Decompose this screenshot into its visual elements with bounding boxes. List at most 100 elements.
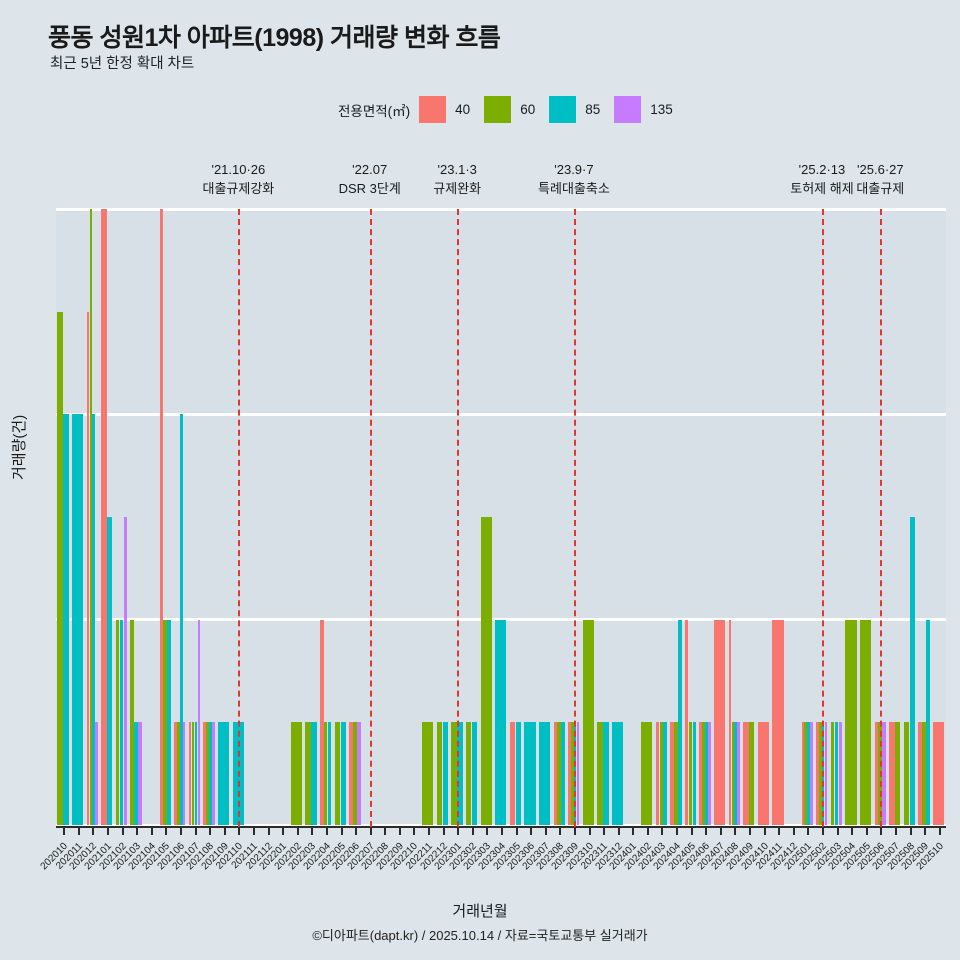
bar[interactable]	[834, 722, 839, 825]
bar[interactable]	[209, 722, 212, 825]
bar[interactable]	[728, 619, 732, 825]
bar[interactable]	[197, 619, 201, 825]
bar[interactable]	[538, 722, 551, 825]
bar[interactable]	[571, 722, 574, 825]
bar[interactable]	[708, 722, 711, 825]
bar[interactable]	[311, 722, 317, 825]
bar[interactable]	[702, 722, 705, 825]
bar[interactable]	[659, 722, 664, 825]
bar[interactable]	[107, 517, 113, 825]
bar[interactable]	[509, 722, 516, 825]
bar[interactable]	[663, 722, 667, 825]
legend-item-40[interactable]: 40	[419, 96, 470, 123]
bar[interactable]	[340, 722, 346, 825]
bar[interactable]	[180, 414, 183, 825]
bar[interactable]	[749, 722, 755, 825]
bar[interactable]	[743, 722, 749, 825]
bar[interactable]	[167, 619, 171, 825]
bar[interactable]	[480, 517, 492, 825]
bar[interactable]	[457, 722, 463, 825]
bar[interactable]	[232, 722, 244, 825]
bar[interactable]	[553, 722, 557, 825]
bar[interactable]	[188, 722, 192, 825]
bar[interactable]	[674, 722, 678, 825]
bar[interactable]	[874, 722, 878, 825]
bar[interactable]	[603, 722, 609, 825]
bar[interactable]	[568, 722, 571, 825]
bar[interactable]	[357, 722, 361, 825]
bar[interactable]	[731, 722, 735, 825]
bar[interactable]	[734, 722, 737, 825]
bar[interactable]	[436, 722, 443, 825]
bar[interactable]	[576, 722, 580, 825]
bar[interactable]	[203, 722, 206, 825]
bar[interactable]	[123, 517, 128, 825]
bar[interactable]	[684, 619, 689, 825]
bar[interactable]	[524, 722, 536, 825]
bar[interactable]	[305, 722, 311, 825]
bar[interactable]	[130, 619, 134, 825]
bar[interactable]	[191, 722, 195, 825]
bar[interactable]	[72, 414, 84, 825]
bar[interactable]	[819, 722, 822, 825]
bar[interactable]	[845, 619, 857, 825]
bar[interactable]	[159, 209, 164, 825]
legend-item-85[interactable]: 85	[549, 96, 600, 123]
bar[interactable]	[63, 414, 69, 825]
bar[interactable]	[882, 722, 886, 825]
bar[interactable]	[611, 722, 624, 825]
bar[interactable]	[878, 722, 882, 825]
bar[interactable]	[772, 619, 784, 825]
bar[interactable]	[922, 722, 926, 825]
bar[interactable]	[737, 722, 740, 825]
bar[interactable]	[816, 722, 819, 825]
bar[interactable]	[89, 209, 93, 825]
bar[interactable]	[495, 619, 507, 825]
bar[interactable]	[327, 722, 332, 825]
bar[interactable]	[442, 722, 449, 825]
bar[interactable]	[932, 722, 945, 825]
bar[interactable]	[422, 722, 434, 825]
bar[interactable]	[859, 619, 872, 825]
bar[interactable]	[212, 722, 215, 825]
bar[interactable]	[101, 209, 107, 825]
legend-item-135[interactable]: 135	[614, 96, 673, 123]
bar[interactable]	[909, 517, 915, 825]
bar[interactable]	[804, 722, 807, 825]
bar[interactable]	[692, 722, 697, 825]
bar[interactable]	[57, 311, 63, 825]
bar[interactable]	[678, 619, 682, 825]
bar[interactable]	[838, 722, 842, 825]
bar[interactable]	[807, 722, 810, 825]
bar[interactable]	[557, 722, 561, 825]
bar[interactable]	[561, 722, 565, 825]
bar[interactable]	[194, 722, 198, 825]
bar[interactable]	[714, 619, 726, 825]
bar[interactable]	[86, 311, 90, 825]
bar[interactable]	[582, 619, 594, 825]
bar[interactable]	[699, 722, 702, 825]
bar[interactable]	[134, 722, 138, 825]
bar[interactable]	[688, 722, 693, 825]
bar[interactable]	[95, 722, 98, 825]
bar[interactable]	[119, 619, 124, 825]
bar[interactable]	[918, 722, 922, 825]
bar[interactable]	[830, 722, 835, 825]
bar[interactable]	[163, 619, 167, 825]
bar[interactable]	[465, 722, 472, 825]
bar[interactable]	[451, 722, 457, 825]
bar[interactable]	[801, 722, 805, 825]
bar[interactable]	[597, 722, 603, 825]
bar[interactable]	[926, 619, 930, 825]
bar[interactable]	[349, 722, 353, 825]
bar[interactable]	[757, 722, 770, 825]
bar[interactable]	[515, 722, 521, 825]
bar[interactable]	[290, 722, 303, 825]
bar[interactable]	[655, 722, 660, 825]
bar[interactable]	[115, 619, 120, 825]
bar[interactable]	[138, 722, 142, 825]
bar[interactable]	[206, 722, 209, 825]
bar[interactable]	[894, 722, 901, 825]
bar[interactable]	[641, 722, 653, 825]
legend-item-60[interactable]: 60	[484, 96, 535, 123]
